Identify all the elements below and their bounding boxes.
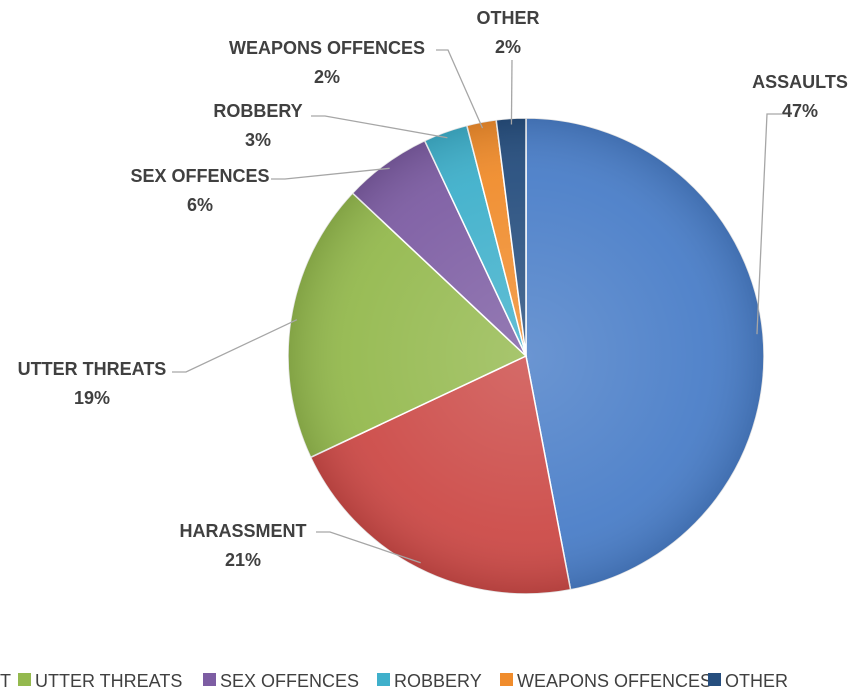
label-utter-threats-name: UTTER THREATS [18,359,167,379]
leader-line-harassment [316,531,421,564]
legend-swatch-robbery [377,673,390,686]
label-utter-threats-pct: 19% [74,388,110,408]
legend-label-other: OTHER [725,671,788,691]
leader-line-sex-offences [271,167,390,180]
leader-lines [172,49,782,564]
leader-line-assaults [756,113,782,335]
leader-line-weapons-offences [436,49,484,129]
label-robbery-name: ROBBERY [213,101,302,121]
label-assaults-name: ASSAULTS [752,72,848,92]
label-robbery-pct: 3% [245,130,271,150]
pie-slices [287,117,765,595]
label-other-name: OTHER [477,8,540,28]
legend-swatch-other [708,673,721,686]
legend: T UTTER THREATS SEX OFFENCES ROBBERY WEA… [0,671,788,691]
legend-swatch-utter-threats [18,673,31,686]
legend-swatch-sex-offences [203,673,216,686]
legend-label-robbery: ROBBERY [394,671,482,691]
legend-label-weapons-offences: WEAPONS OFFENCES [517,671,712,691]
label-harassment-name: HARASSMENT [179,521,306,541]
legend-label-sex-offences: SEX OFFENCES [220,671,359,691]
data-labels: ASSAULTS 47% HARASSMENT 21% UTTER THREAT… [18,8,848,570]
label-other-pct: 2% [495,37,521,57]
leader-line-robbery [311,115,448,139]
leader-line-utter-threats [172,319,298,373]
leader-line-other [510,59,513,125]
legend-swatch-weapons-offences [500,673,513,686]
label-weapons-offences-pct: 2% [314,67,340,87]
label-sex-offences-name: SEX OFFENCES [130,166,269,186]
label-weapons-offences-name: WEAPONS OFFENCES [229,38,425,58]
legend-label-utter-threats: UTTER THREATS [35,671,182,691]
label-harassment-pct: 21% [225,550,261,570]
label-sex-offences-pct: 6% [187,195,213,215]
label-assaults-pct: 47% [782,101,818,121]
legend-label-0: T [0,671,11,691]
pie-slice-assaults [525,117,765,591]
